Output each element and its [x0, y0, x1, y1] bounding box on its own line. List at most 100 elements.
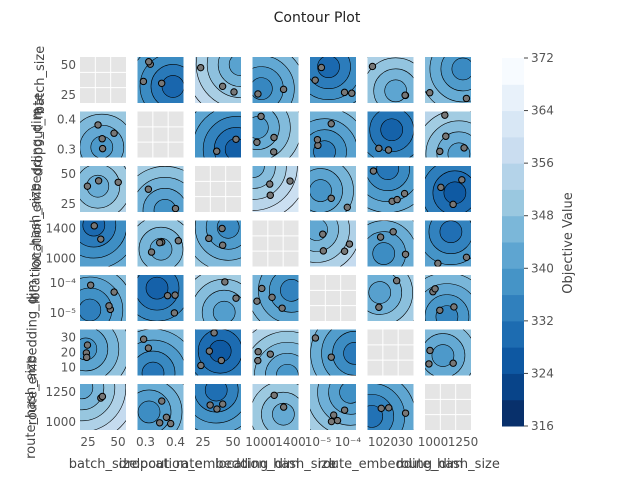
- panel-batch_size-vs-batch_size: [80, 57, 126, 103]
- trial-point: [90, 222, 98, 230]
- panel-batch_size-vs-location_embedding_dim: [80, 166, 126, 212]
- trial-point: [266, 180, 274, 188]
- colorbar-segment: [502, 347, 524, 374]
- trial-point: [144, 185, 153, 193]
- colorbar-segment: [502, 320, 524, 348]
- contour-level: [439, 220, 463, 244]
- panel-route_embedding_dim-vs-location_hash_size: [367, 220, 414, 267]
- trial-point: [311, 334, 320, 342]
- trial-point: [426, 346, 434, 355]
- trial-point: [155, 238, 164, 247]
- trial-point: [232, 135, 240, 143]
- trial-point: [218, 224, 226, 233]
- panel-route_embedding_dim-vs-location_embedding_dim: [367, 166, 414, 212]
- contour-level: [376, 166, 400, 180]
- panel-batch_size-vs-route_embedding_dim: [80, 329, 126, 376]
- panel-location_hash_size-vs-location_embedding_dim: [252, 166, 299, 212]
- panel-dropout_rate-vs-dropout_rate: [137, 111, 184, 158]
- trial-point: [369, 167, 378, 175]
- trial-point: [114, 178, 122, 186]
- trial-point: [110, 129, 118, 137]
- trial-point: [462, 94, 471, 103]
- panel-route_hash_size-vs-dropout_rate: [425, 111, 471, 158]
- panel-dropout_rate-vs-location_hash_size: [137, 220, 184, 267]
- row-tick-label: 25: [61, 197, 76, 211]
- trial-point: [139, 77, 148, 86]
- trial-point: [98, 392, 107, 401]
- colorbar-segment: [502, 242, 524, 269]
- trial-point: [375, 144, 383, 153]
- contour-level: [141, 361, 165, 376]
- panel-route_embedding_dim-vs-lr: [367, 275, 414, 321]
- colorbar-segment: [502, 294, 524, 322]
- diagonal-panel: [310, 275, 356, 321]
- colorbar-tick-label: 340: [531, 261, 554, 275]
- panel-location_embedding_dim-vs-route_embedding_dim: [195, 329, 241, 376]
- trial-point: [431, 285, 439, 293]
- contour-level: [272, 402, 295, 426]
- contour-level: [343, 342, 356, 365]
- trial-point: [343, 203, 351, 212]
- trial-point: [257, 112, 265, 121]
- panel-lr-vs-dropout_rate: [310, 111, 356, 158]
- trial-point: [460, 144, 468, 152]
- trial-point: [401, 91, 409, 99]
- diagonal-panel: [252, 220, 299, 267]
- row-param-label: batch_size: [33, 46, 48, 114]
- trial-point: [401, 409, 410, 417]
- col-tick-label: 50: [110, 435, 125, 449]
- trial-point: [441, 111, 449, 119]
- trial-point: [219, 400, 227, 408]
- colorbar: 316 324 332 340 348 356 364 372: [502, 51, 554, 433]
- col-tick-label: 1000: [418, 435, 449, 449]
- trial-point: [333, 416, 342, 425]
- trial-point: [327, 194, 335, 202]
- colorbar-segment: [502, 58, 524, 85]
- col-param-label: location_hash_size: [215, 457, 336, 472]
- contour-level: [212, 300, 236, 321]
- panel-route_embedding_dim-vs-batch_size: [367, 57, 414, 103]
- panel-lr-vs-location_hash_size: [310, 220, 356, 267]
- row-tick-label: 50: [61, 58, 76, 72]
- contour-level: [80, 384, 94, 400]
- trial-point: [270, 133, 278, 142]
- trial-point: [147, 248, 156, 256]
- trial-point: [286, 177, 294, 185]
- panel-dropout_rate-vs-location_embedding_dim: [137, 166, 184, 212]
- colorbar-segment: [502, 84, 524, 112]
- panel-dropout_rate-vs-lr: [137, 275, 184, 321]
- col-tick-label: 10⁻⁴: [335, 435, 362, 449]
- colorbar-segment: [502, 268, 524, 296]
- row-tick-label: 1000: [45, 252, 76, 266]
- colorbar-tick-label: 348: [531, 209, 554, 223]
- colorbar-label: Objective Value: [561, 192, 576, 293]
- trial-point: [442, 132, 450, 140]
- colorbar-tick-label: 364: [531, 104, 554, 118]
- trial-point: [253, 138, 261, 147]
- panel-route_embedding_dim-vs-route_embedding_dim: [367, 329, 414, 376]
- trial-point: [254, 356, 262, 365]
- diagonal-panel: [195, 166, 241, 212]
- trial-point: [213, 405, 221, 413]
- trial-point: [389, 228, 397, 236]
- panel-lr-vs-location_embedding_dim: [310, 166, 356, 212]
- contour-level: [368, 281, 392, 304]
- col-tick-label: 25: [80, 435, 95, 449]
- col-tick-label: 1400: [275, 435, 306, 449]
- panel-grid: [80, 57, 471, 430]
- trial-point: [348, 89, 356, 97]
- trial-point: [162, 413, 171, 421]
- row-tick-label: 0.3: [57, 143, 76, 157]
- trial-point: [98, 144, 107, 153]
- panel-batch_size-vs-lr: [80, 275, 126, 321]
- contour-level: [80, 298, 102, 321]
- trial-point: [98, 135, 106, 143]
- colorbar-tick-label: 372: [531, 51, 554, 65]
- col-tick-label: 10: [368, 435, 383, 449]
- diagonal-panel: [425, 384, 471, 430]
- contour-level: [137, 400, 161, 424]
- col-param-label: route_embedding_dim: [318, 457, 463, 472]
- trial-point: [436, 147, 444, 156]
- chart-title: Contour Plot: [274, 10, 361, 26]
- colorbar-tick-label: 356: [531, 156, 554, 170]
